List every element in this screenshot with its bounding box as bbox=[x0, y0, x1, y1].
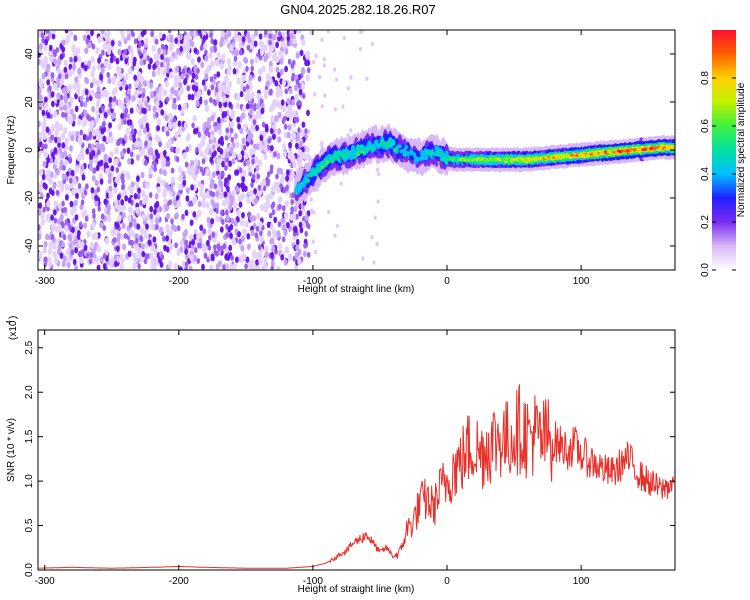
snr-y-ticks: 0.0 0.5 1.0 1.5 2.0 2.5 bbox=[24, 340, 675, 577]
snr-y-tick-label: 0.0 bbox=[24, 563, 35, 577]
snr-y-tick-label: 1.0 bbox=[24, 474, 35, 488]
spectrogram-y-label: Frequency (Hz) bbox=[6, 116, 17, 185]
spectrogram-x-label: Height of straight line (km) bbox=[298, 284, 415, 295]
snr-y-tick-label: 2.0 bbox=[24, 385, 35, 399]
spectrogram-x-tick-label: -100 bbox=[303, 276, 323, 287]
snr-x-tick-label: 100 bbox=[573, 576, 590, 587]
spectrogram-x-tick-label: -200 bbox=[169, 276, 189, 287]
snr-x-tick-label: -100 bbox=[303, 576, 323, 587]
spectrogram-x-tick-label: 0 bbox=[444, 276, 450, 287]
snr-x-ticks: -300 -200 -100 0 100 bbox=[35, 330, 590, 587]
spectrogram-x-ticks: -300 -200 -100 0 100 bbox=[35, 30, 590, 287]
spectrogram-y-tick-label: 20 bbox=[24, 96, 35, 108]
spectrogram-y-tick-label: -40 bbox=[24, 238, 35, 253]
snr-y-tick-label: 1.5 bbox=[24, 429, 35, 443]
snr-y-tick-label: 0.5 bbox=[24, 518, 35, 532]
spectrogram-y-ticks: -40 -20 0 20 40 bbox=[24, 48, 675, 253]
colorbar-label: Normalized spectral amplitude bbox=[736, 82, 747, 217]
snr-y-multiplier-close: ) bbox=[8, 316, 19, 319]
colorbar-ticks: 0.0 0.2 0.4 0.6 0.8 bbox=[700, 71, 736, 277]
colorbar: 0.0 0.2 0.4 0.6 0.8 Normalized spectral ampl… bbox=[700, 30, 747, 277]
spectrogram-image bbox=[38, 30, 675, 270]
spectrogram-y-tick-label: 40 bbox=[24, 48, 35, 60]
colorbar-tick-label: 0.2 bbox=[700, 215, 711, 229]
spectrogram-x-tick-label: -300 bbox=[35, 276, 55, 287]
figure-title: GN04.2025.282.18.26.R07 bbox=[280, 2, 435, 17]
snr-y-multiplier-base: (x10 bbox=[8, 320, 19, 340]
spectrogram-y-tick-label: 0 bbox=[24, 147, 35, 153]
snr-y-multiplier-exp: 4 bbox=[6, 320, 13, 324]
snr-y-tick-label: 2.5 bbox=[24, 340, 35, 354]
colorbar-tick-label: 0.6 bbox=[700, 119, 711, 133]
snr-x-tick-label: -300 bbox=[35, 576, 55, 587]
snr-y-label: SNR (10 * v/v) bbox=[6, 418, 17, 482]
snr-frame bbox=[37, 329, 676, 571]
colorbar-scale bbox=[712, 30, 736, 270]
colorbar-tick-label: 0.0 bbox=[700, 263, 711, 277]
spectrogram-y-tick-label: -20 bbox=[24, 190, 35, 205]
spectrogram-x-tick-label: 100 bbox=[573, 276, 590, 287]
colorbar-tick-label: 0.8 bbox=[700, 71, 711, 85]
snr-panel: -300 -200 -100 0 100 0.0 0.5 1.0 1.5 2.0 2.5 Heig… bbox=[6, 316, 676, 595]
snr-x-tick-label: 0 bbox=[444, 576, 450, 587]
snr-y-multiplier: (x10 4 ) bbox=[6, 316, 19, 340]
snr-series-line bbox=[38, 384, 675, 569]
colorbar-tick-label: 0.4 bbox=[700, 167, 711, 181]
snr-x-label: Height of straight line (km) bbox=[298, 584, 415, 595]
snr-x-tick-label: -200 bbox=[169, 576, 189, 587]
